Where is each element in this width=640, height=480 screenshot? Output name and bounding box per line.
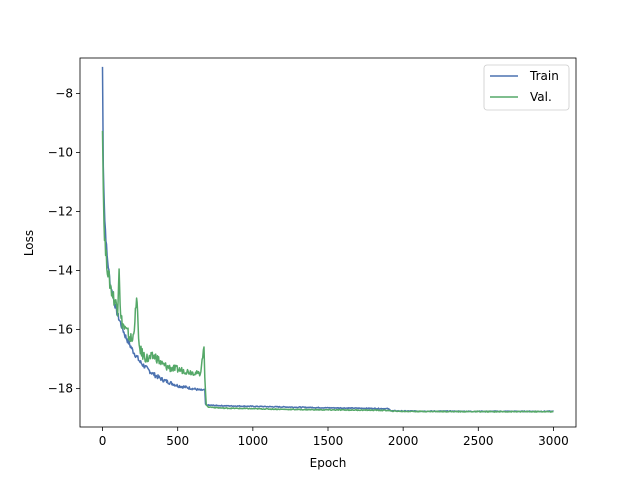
y-axis: −18 −16 −14 −12 −10 −8 <box>48 86 80 396</box>
x-tick-label: 500 <box>166 434 189 448</box>
plot-frame <box>79 57 577 428</box>
y-tick-label: −16 <box>48 323 73 337</box>
series-line-val <box>101 130 554 413</box>
y-tick-label: −10 <box>48 145 73 159</box>
y-tick-label: −18 <box>48 382 73 396</box>
legend-label-val: Val. <box>530 90 552 104</box>
y-tick-label: −14 <box>48 264 73 278</box>
x-tick-label: 0 <box>99 434 107 448</box>
y-tick-label: −12 <box>48 205 73 219</box>
x-axis-label: Epoch <box>310 456 347 470</box>
x-axis: 0 500 1000 1500 2000 2500 3000 <box>99 427 569 448</box>
y-axis-label: Loss <box>22 230 36 256</box>
x-tick-label: 2500 <box>463 434 494 448</box>
series-line-train <box>101 66 554 413</box>
series-layer <box>101 66 554 413</box>
x-tick-label: 1000 <box>238 434 269 448</box>
legend: Train Val. <box>483 64 570 111</box>
y-tick-label: −8 <box>55 86 73 100</box>
x-tick-label: 3000 <box>538 434 569 448</box>
legend-label-train: Train <box>529 69 559 83</box>
x-tick-label: 1500 <box>313 434 344 448</box>
x-tick-label: 2000 <box>388 434 419 448</box>
